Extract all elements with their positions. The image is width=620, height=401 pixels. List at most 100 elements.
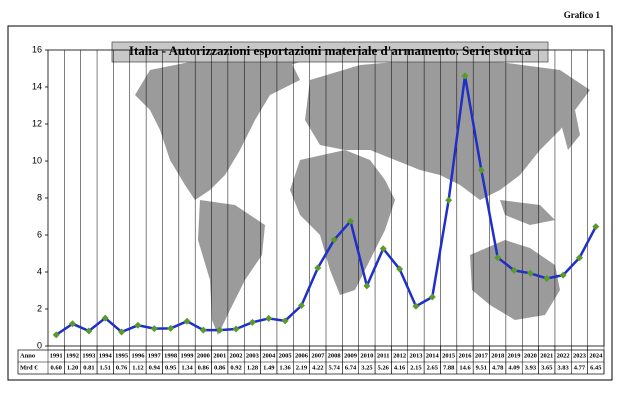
year-label: 2024 (589, 352, 603, 359)
data-point (363, 282, 371, 290)
data-point (543, 274, 551, 282)
year-label: 2011 (377, 352, 390, 359)
y-tick-label: 10 (32, 155, 42, 165)
value-label: 14.6 (459, 364, 471, 371)
data-point (134, 321, 142, 329)
data-point (379, 245, 387, 253)
year-label: 1998 (164, 352, 178, 359)
data-point (412, 302, 420, 310)
figure-label: Grafico 1 (564, 10, 601, 20)
value-label: 3.25 (361, 364, 373, 371)
value-label: 1.20 (67, 364, 78, 371)
year-label: 2004 (262, 352, 276, 359)
data-point (592, 223, 600, 231)
y-tick-label: 0 (37, 340, 42, 350)
value-label: 2.19 (296, 364, 308, 371)
data-point (52, 331, 60, 339)
data-point (297, 301, 305, 309)
year-label: 2014 (426, 352, 440, 359)
year-label: 2016 (459, 352, 473, 359)
value-label: 4.16 (394, 364, 406, 371)
data-point (559, 271, 567, 279)
year-label: 2001 (213, 352, 226, 359)
value-label: 0.92 (230, 364, 241, 371)
y-tick-label: 8 (37, 192, 42, 202)
row-label: Anno (20, 352, 35, 359)
value-label: 2.15 (410, 364, 422, 371)
year-label: 2002 (230, 352, 243, 359)
year-label: 2020 (524, 352, 537, 359)
year-label: 2008 (328, 352, 342, 359)
year-label: 2021 (540, 352, 553, 359)
y-tick-label: 16 (32, 44, 42, 54)
value-label: 0.76 (116, 364, 128, 371)
year-label: 2006 (295, 352, 309, 359)
year-label: 1993 (82, 352, 96, 359)
value-label: 1.49 (263, 364, 275, 371)
data-point (347, 217, 355, 225)
value-label: 6.45 (590, 364, 602, 371)
data-point (199, 326, 207, 334)
data-point (118, 328, 126, 336)
value-label: 6.74 (345, 364, 357, 371)
value-label: 4.77 (574, 364, 586, 371)
data-point (248, 318, 256, 326)
value-label: 3.93 (525, 364, 537, 371)
data-point (314, 264, 322, 272)
value-label: 1.34 (181, 364, 193, 371)
year-label: 1991 (50, 352, 63, 359)
value-label: 1.12 (132, 364, 143, 371)
year-label: 1996 (131, 352, 145, 359)
value-label: 0.94 (149, 364, 161, 371)
data-point (330, 236, 338, 244)
value-label: 2.65 (427, 364, 439, 371)
data-point (150, 325, 158, 333)
value-label: 0.81 (83, 364, 94, 371)
data-point (477, 166, 485, 174)
year-label: 1992 (66, 352, 79, 359)
year-label: 2013 (409, 352, 423, 359)
value-label: 1.28 (247, 364, 259, 371)
year-label: 2018 (491, 352, 505, 359)
year-label: 1995 (115, 352, 129, 359)
value-label: 0.86 (214, 364, 226, 371)
year-label: 2010 (360, 352, 373, 359)
value-label: 4.09 (508, 364, 520, 371)
data-point (494, 254, 502, 262)
value-label: 1.51 (100, 364, 111, 371)
data-line (55, 74, 597, 336)
year-label: 2015 (442, 352, 456, 359)
value-label: 4.78 (492, 364, 504, 371)
y-tick-label: 12 (32, 118, 42, 128)
data-point (445, 196, 453, 204)
chart-title: Italia - Autorizzazioni esportazioni mat… (129, 43, 532, 58)
y-tick-label: 2 (37, 303, 42, 313)
data-point (396, 265, 404, 273)
outer-frame (7, 25, 613, 381)
title-box (111, 41, 549, 63)
value-label: 1.36 (279, 364, 291, 371)
data-point (428, 293, 436, 301)
year-label: 1997 (148, 352, 162, 359)
data-point (510, 266, 518, 274)
data-point (575, 254, 583, 262)
year-label: 2023 (573, 352, 587, 359)
data-point (101, 314, 109, 322)
data-point (85, 327, 93, 335)
data-point (167, 324, 175, 332)
data-point (526, 269, 534, 277)
value-label: 4.22 (312, 364, 323, 371)
year-label: 2017 (475, 352, 489, 359)
data-point (281, 317, 289, 325)
value-label: 5.26 (378, 364, 390, 371)
year-label: 2005 (279, 352, 293, 359)
year-label: 2003 (246, 352, 260, 359)
value-label: 3.83 (557, 364, 569, 371)
data-point (69, 320, 77, 328)
data-point (183, 317, 191, 325)
value-label: 3.65 (541, 364, 553, 371)
value-label: 0.95 (165, 364, 177, 371)
value-label: 5.74 (328, 364, 340, 371)
value-label: 0.86 (198, 364, 210, 371)
